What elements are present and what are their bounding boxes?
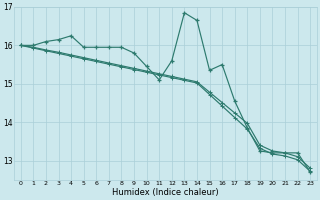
X-axis label: Humidex (Indice chaleur): Humidex (Indice chaleur) [112,188,219,197]
